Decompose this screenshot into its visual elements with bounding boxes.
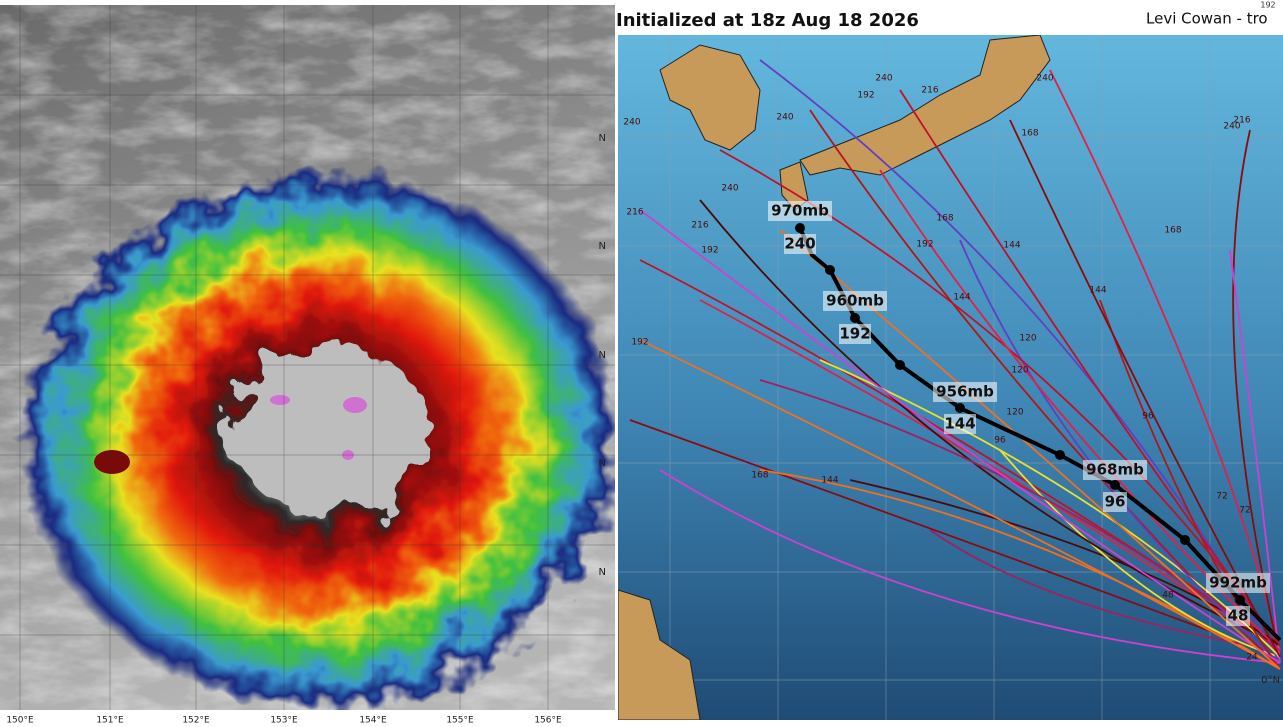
label-box (1103, 492, 1127, 512)
longitude-label: 151°E (96, 716, 124, 726)
map-title: Initialized at 18z Aug 18 2026 (616, 10, 919, 31)
hour-label: 168 (936, 214, 953, 224)
pressure-label: 970mb (771, 202, 829, 220)
hour-label: 144 (953, 293, 970, 303)
hour-label: 216 (921, 86, 938, 96)
pressure-label: 960mb (826, 292, 884, 310)
hour-label: 96 (1142, 412, 1154, 422)
hour-label: 216 (691, 221, 708, 231)
ensemble-track (639, 209, 1281, 664)
label-box (933, 382, 997, 402)
forecast-hour-label: 240 (784, 235, 815, 253)
hour-label: 240 (875, 74, 892, 84)
ensemble-track (639, 339, 1281, 670)
longitude-label: 150°E (6, 716, 34, 726)
label-box (1206, 573, 1270, 593)
ensemble-track (759, 379, 1281, 652)
latitude-label: N (599, 241, 606, 252)
hour-label: 192 (631, 338, 648, 348)
longitude-label: 153°E (270, 716, 298, 726)
label-box (1083, 460, 1147, 480)
latitude-label: N (599, 133, 606, 144)
track-points (795, 223, 1245, 605)
longitude-label: 155°E (446, 716, 474, 726)
hour-label: 192 (701, 246, 718, 256)
hour-label: 192 (857, 91, 874, 101)
longitude-label: 154°E (359, 716, 387, 726)
hour-label: 216 (626, 208, 643, 218)
map-grid (618, 35, 1283, 720)
pressure-label: 992mb (1209, 574, 1267, 592)
hour-label: 216 (1233, 116, 1250, 126)
hour-label: 144 (1089, 286, 1106, 296)
hour-label: 240 (1036, 74, 1053, 84)
hour-label: 240 (1223, 122, 1240, 132)
hour-label: 96 (994, 436, 1006, 446)
hour-label: 120 (1019, 334, 1036, 344)
hour-label: 144 (821, 476, 838, 486)
ensemble-track (999, 449, 1281, 658)
land (618, 35, 1051, 720)
storm-cloud (20, 170, 615, 710)
track-map: 240 240 240 240 240 240 216 216 216 216 … (618, 35, 1283, 720)
longitude-label: 156°E (534, 716, 562, 726)
pressure-label: 968mb (1086, 461, 1144, 479)
hour-label: 144 (1003, 241, 1020, 251)
label-box (944, 414, 976, 434)
hour-label: 240 (721, 184, 738, 194)
ensemble-track (899, 89, 1281, 646)
forecast-hour-label: 48 (1228, 607, 1249, 625)
ensemble-track (629, 419, 1281, 658)
longitude-label: 152°E (182, 716, 210, 726)
label-box (1226, 606, 1250, 626)
latitude-label: N (599, 567, 606, 578)
latitude-label: N (599, 458, 606, 469)
latitude-label: N (599, 350, 606, 361)
label-box (839, 324, 871, 344)
map-header (615, 0, 1283, 35)
ensemble-track (1232, 129, 1281, 658)
forecast-hour-label: 96 (1105, 493, 1126, 511)
map-credit: Levi Cowan - tro (1146, 10, 1268, 28)
cold-top (270, 395, 290, 405)
hour-label: 120 (1011, 366, 1028, 376)
hour-label: 72 (1216, 492, 1227, 502)
ensemble-track (699, 199, 1281, 646)
hour-label: 240 (623, 118, 640, 128)
label-box (823, 291, 887, 311)
cold-top (343, 397, 367, 413)
ensemble-track (929, 529, 1281, 652)
ensemble-track (659, 469, 1281, 664)
label-box (768, 201, 832, 221)
hour-label: 240 (776, 113, 793, 123)
hour-label: 192 (916, 240, 933, 250)
convective-cell (94, 450, 130, 474)
hour-label: 72 (1239, 506, 1250, 516)
ensemble-track (1229, 249, 1281, 664)
pressure-label: 956mb (936, 383, 994, 401)
hour-label: 24 (1246, 653, 1258, 663)
forecast-hour-label: 192 (839, 325, 870, 343)
hour-label: 168 (1164, 226, 1181, 236)
ensemble-track (1099, 299, 1281, 670)
label-box (784, 234, 816, 254)
hour-label: 168 (751, 471, 768, 481)
hour-label: 120 (1006, 408, 1023, 418)
hour-label: 168 (1021, 129, 1038, 139)
satellite-grid (0, 5, 615, 710)
hour-label: 48 (1162, 591, 1174, 601)
corner-label: 192 (1260, 1, 1275, 10)
latitude-label: 0°N (1261, 675, 1280, 686)
satellite-image (0, 5, 615, 710)
forecast-hour-label: 144 (944, 415, 975, 433)
